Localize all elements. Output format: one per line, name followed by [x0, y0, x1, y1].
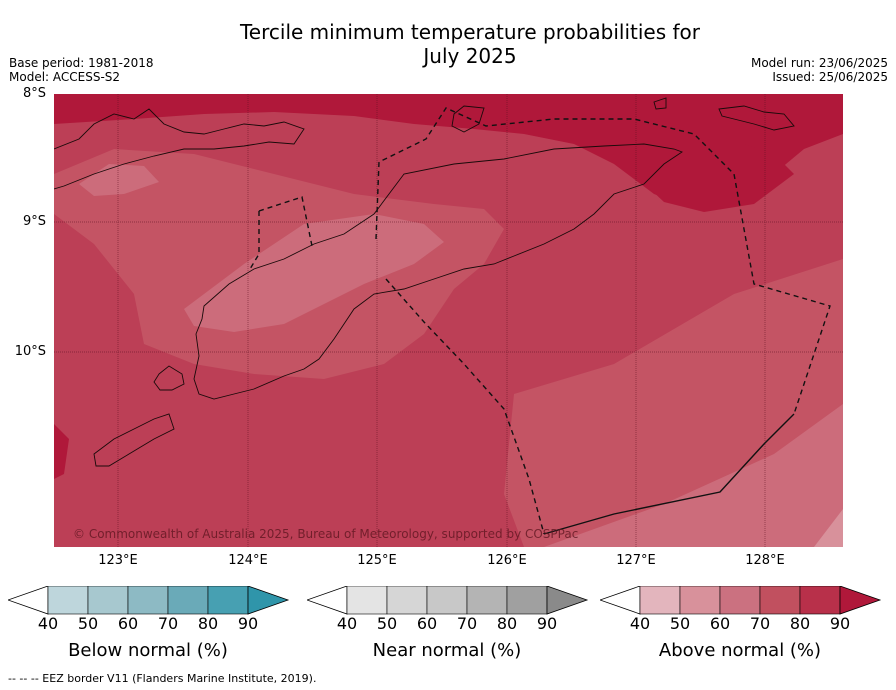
tick: 90	[237, 614, 259, 633]
colorbar-below-swatches	[8, 586, 290, 615]
tick: 90	[829, 614, 851, 633]
copyright-notice: © Commonwealth of Australia 2025, Bureau…	[73, 527, 579, 541]
map-title: Tercile minimum temperature probabilitie…	[180, 20, 760, 68]
lat-label-8s: 8°S	[22, 86, 46, 101]
colorbar-above-swatches	[600, 586, 882, 615]
colorbar-swatch	[506, 586, 548, 615]
lon-label-125e: 125°E	[357, 553, 397, 568]
lon-label-126e: 126°E	[487, 553, 527, 568]
rote-coastline	[153, 365, 185, 391]
tick: 50	[669, 614, 691, 633]
title-line-2: July 2025	[423, 44, 517, 68]
colorbar-swatch	[167, 586, 209, 615]
eez-north-border	[375, 107, 831, 415]
region-60-central	[184, 214, 444, 332]
colorbar-below-normal	[8, 586, 290, 615]
colorbar-above-title: Above normal (%)	[658, 640, 822, 661]
colorbar-swatch	[87, 586, 129, 615]
eez-timor-border	[385, 278, 545, 535]
model-run: Model run: 23/06/2025	[750, 56, 888, 70]
colorbar-swatch	[47, 586, 89, 615]
wetar-coastline	[653, 97, 667, 110]
tick: 40	[336, 614, 358, 633]
tick: 60	[117, 614, 139, 633]
eez-border-footnote: -- -- -- EEZ border V11 (Flanders Marine…	[8, 672, 317, 685]
sawu-coastline	[93, 413, 175, 467]
coastlines	[54, 97, 795, 467]
colorbar-arrow-low	[8, 586, 49, 615]
east-islands-coastline	[718, 105, 795, 131]
tick: 40	[629, 614, 651, 633]
colorbar-swatch	[679, 586, 721, 615]
colorbar-swatch	[799, 586, 841, 615]
tick: 70	[456, 614, 478, 633]
tick: 40	[37, 614, 59, 633]
northwest-islands-coastline	[54, 108, 305, 190]
colorbar-arrow-high	[546, 586, 589, 615]
meta-left: Base period: 1981-2018 Model: ACCESS-S2	[9, 56, 154, 84]
tick: 90	[536, 614, 558, 633]
eez-west-border	[249, 211, 260, 270]
lat-label-9s: 9°S	[22, 214, 46, 229]
eez-oecusse-border	[258, 196, 313, 247]
timor-coastline	[193, 143, 683, 400]
eez-south-border	[543, 413, 795, 535]
region-90-east	[614, 134, 794, 212]
region-50-corner	[814, 509, 843, 547]
tick: 80	[496, 614, 518, 633]
colorbar-arrow-high	[247, 586, 290, 615]
tick: 80	[789, 614, 811, 633]
alor-coastline	[451, 105, 485, 133]
colorbar-swatch	[386, 586, 428, 615]
model-name: Model: ACCESS-S2	[9, 70, 121, 84]
region-60-southeast	[544, 404, 843, 547]
colorbar-near-swatches	[307, 586, 589, 615]
lon-label-128e: 128°E	[745, 553, 785, 568]
colorbar-below-title: Below normal (%)	[68, 640, 228, 661]
colorbar-arrow-low	[307, 586, 348, 615]
colorbar-swatch	[207, 586, 249, 615]
base-period: Base period: 1981-2018	[9, 56, 154, 70]
region-90-west-edge	[54, 424, 69, 479]
lon-label-124e: 124°E	[228, 553, 268, 568]
colorbar-arrow-low	[600, 586, 641, 615]
colorbar-swatch	[639, 586, 681, 615]
colorbar-above-normal	[600, 586, 882, 615]
lon-label-127e: 127°E	[616, 553, 656, 568]
colorbar-swatch	[466, 586, 508, 615]
lon-label-123e: 123°E	[98, 553, 138, 568]
tick: 50	[376, 614, 398, 633]
colorbar-swatch	[719, 586, 761, 615]
colorbar-swatch	[346, 586, 388, 615]
colorbar-swatch	[127, 586, 169, 615]
eez-borders	[249, 107, 831, 535]
colorbar-arrow-high	[839, 586, 882, 615]
colorbar-near-normal	[307, 586, 589, 615]
tick: 80	[197, 614, 219, 633]
colorbar-swatch	[759, 586, 801, 615]
issued-date: Issued: 25/06/2025	[772, 70, 888, 84]
tick: 60	[709, 614, 731, 633]
meta-right: Model run: 23/06/2025 Issued: 25/06/2025	[751, 56, 888, 84]
probability-map	[54, 94, 843, 547]
graticule	[54, 94, 843, 547]
tick: 60	[416, 614, 438, 633]
colorbar-near-title: Near normal (%)	[372, 640, 522, 661]
title-line-1: Tercile minimum temperature probabilitie…	[239, 20, 701, 44]
lat-label-10s: 10°S	[14, 344, 46, 359]
colorbar-swatch	[426, 586, 468, 615]
tick: 70	[157, 614, 179, 633]
tick: 50	[77, 614, 99, 633]
tick: 70	[749, 614, 771, 633]
